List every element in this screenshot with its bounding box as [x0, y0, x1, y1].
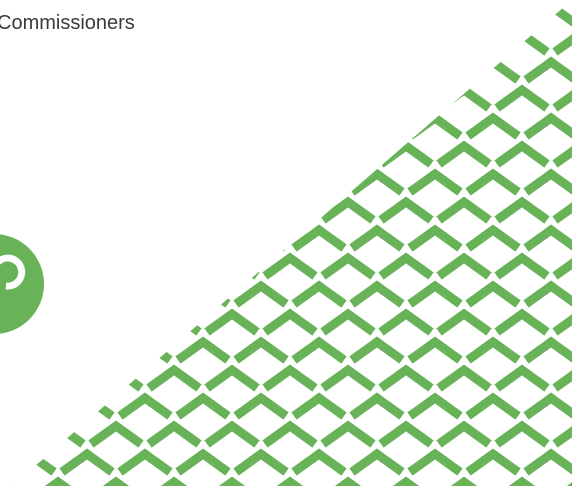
- heading: Commissioners: [0, 12, 135, 34]
- logo-circle: [0, 234, 44, 334]
